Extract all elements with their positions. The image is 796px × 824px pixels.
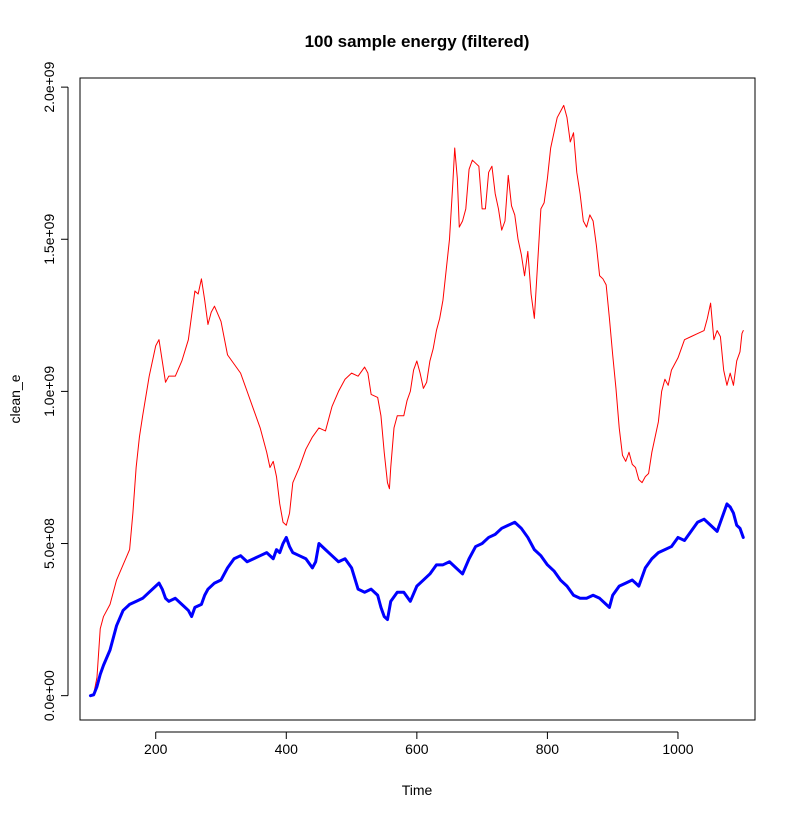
series-line-1	[89, 104, 744, 697]
plot-area-border	[79, 77, 756, 721]
y-tick-label: 0.0e+00	[41, 670, 57, 721]
x-axis: 200 400 600 800 1000	[144, 731, 694, 757]
x-tick-label: 1000	[662, 741, 693, 757]
x-tick-label: 600	[405, 741, 429, 757]
series-line-2	[88, 502, 745, 698]
series-layer	[88, 104, 745, 698]
x-tick-label: 400	[275, 741, 299, 757]
y-tick-label: 5.0e+08	[41, 518, 57, 569]
y-tick-label: 1.0e+09	[41, 366, 57, 417]
x-tick-label: 800	[536, 741, 560, 757]
chart-title: 100 sample energy (filtered)	[305, 32, 530, 51]
x-axis-label: Time	[402, 782, 433, 798]
x-tick-label: 200	[144, 741, 168, 757]
y-axis: 0.0e+00 5.0e+08 1.0e+09 1.5e+09 2.0e+09	[41, 61, 69, 721]
y-tick-label: 2.0e+09	[41, 61, 57, 112]
y-axis-label: clean_e	[7, 374, 23, 423]
y-tick-label: 1.5e+09	[41, 214, 57, 265]
